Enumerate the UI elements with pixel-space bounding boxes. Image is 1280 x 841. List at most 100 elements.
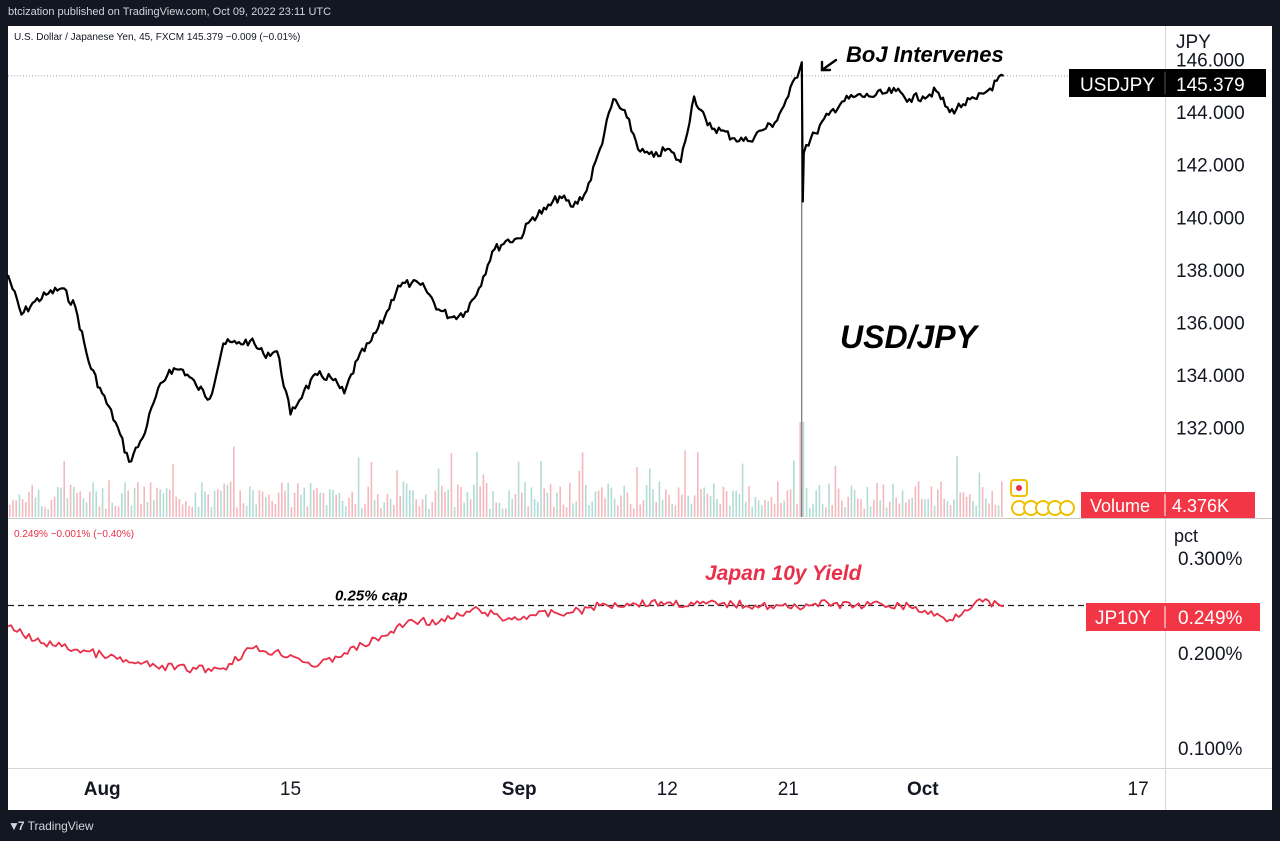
volume-bar	[767, 501, 769, 517]
volume-bar	[252, 490, 254, 517]
volume-bar	[380, 507, 382, 517]
volume-bar	[322, 493, 325, 517]
volume-bar	[265, 497, 267, 517]
volume-bar	[396, 470, 398, 517]
volume-bar	[31, 484, 33, 517]
volume-bar	[668, 494, 670, 517]
volume-bar	[473, 484, 475, 517]
volume-bar	[348, 497, 350, 517]
volume-bar	[706, 493, 709, 517]
volume-bar	[95, 491, 97, 517]
volume-bar	[357, 457, 360, 517]
volume-bar	[953, 499, 955, 517]
volume-bar	[233, 446, 235, 517]
volume-bar	[783, 500, 785, 517]
volume-bar	[69, 484, 72, 517]
jp10y-yield-line[interactable]	[7, 598, 1004, 674]
volume-bar	[869, 506, 872, 517]
volume-bar	[12, 499, 14, 517]
volume-bar	[831, 504, 833, 517]
volume-bar	[601, 487, 603, 517]
volume-bar	[895, 497, 897, 517]
volume-bar	[604, 498, 606, 517]
volume-bar	[165, 488, 168, 517]
volume-bar	[927, 499, 929, 517]
volume-bar	[25, 502, 27, 517]
volume-bar	[146, 502, 149, 517]
volume-bar	[258, 490, 261, 517]
volume-bar	[508, 490, 510, 517]
volume-bar	[719, 504, 721, 517]
volume-bar	[351, 491, 353, 517]
yield-cap-label: 0.25% cap	[335, 588, 408, 605]
volume-bar	[786, 490, 789, 517]
volume-bar	[34, 497, 37, 517]
event-markers[interactable]	[1010, 479, 1075, 516]
volume-bar	[325, 505, 328, 517]
volume-bar	[850, 485, 853, 517]
volume-bar	[191, 507, 193, 517]
volume-bar	[501, 508, 504, 517]
volume-bar	[921, 498, 923, 517]
volume-bar	[553, 506, 555, 517]
usdjpy-badge-value: 145.379	[1176, 75, 1245, 96]
volume-bar	[463, 502, 465, 517]
volume-bar	[517, 461, 520, 517]
yield-chart-title: Japan 10y Yield	[705, 562, 863, 585]
usdjpy-price-line[interactable]	[6, 61, 1005, 463]
volume-bar	[777, 481, 779, 517]
volume-bar	[175, 496, 177, 517]
price-axis-ticks: 146.000 144.000 142.000 140.000 138.000 136.0…	[1176, 51, 1245, 440]
volume-bar	[639, 504, 641, 517]
volume-bar	[409, 490, 411, 517]
time-tick-label: Aug	[84, 779, 121, 800]
volume-bar	[92, 482, 94, 517]
event-marker-icon[interactable]	[1059, 500, 1075, 516]
volume-bar	[313, 490, 315, 517]
footer-brand: ▼7 TradingView	[8, 819, 94, 833]
price-axis-unit: JPY	[1176, 32, 1211, 53]
volume-bar	[985, 498, 987, 517]
volume-bar	[389, 498, 392, 517]
volume-bar	[722, 486, 725, 517]
volume-bar	[338, 493, 341, 517]
volume-bar	[658, 481, 661, 517]
volume-bar	[975, 505, 977, 517]
volume-bar	[940, 481, 942, 517]
volume-bar	[565, 507, 568, 517]
volume-bar	[661, 499, 664, 517]
volume-bar	[818, 485, 821, 517]
volume-bar	[277, 492, 280, 517]
volume-bar	[677, 487, 680, 517]
volume-bar	[965, 496, 968, 517]
volume-bar	[853, 490, 856, 517]
volume-bar	[981, 487, 984, 517]
volume-bar	[585, 485, 587, 517]
time-tick-label: 17	[1128, 779, 1149, 800]
volume-bar	[729, 505, 731, 517]
volume-bar	[949, 505, 952, 517]
volume-bar	[242, 503, 245, 517]
price-tick-label: 142.000	[1176, 156, 1245, 177]
volume-bar	[367, 486, 369, 517]
volume-bar	[287, 482, 289, 517]
volume-bar	[549, 484, 552, 517]
volume-bar	[889, 501, 891, 517]
volume-bar	[943, 498, 945, 517]
volume-bar	[255, 504, 257, 517]
volume-bar	[863, 508, 865, 517]
volume-bar	[882, 484, 885, 517]
volume-bar	[530, 487, 533, 517]
volume-bar	[114, 505, 117, 517]
volume-bar	[841, 500, 843, 517]
volume-bar	[479, 486, 481, 517]
volume-bar	[37, 489, 40, 517]
volume-bar	[271, 500, 273, 517]
volume-bar	[581, 452, 584, 517]
volume-bar	[885, 507, 888, 517]
volume-bar	[169, 489, 171, 517]
price-tick-label: 138.000	[1176, 261, 1245, 282]
volume-bar	[402, 481, 405, 517]
volume-bar	[121, 493, 123, 517]
